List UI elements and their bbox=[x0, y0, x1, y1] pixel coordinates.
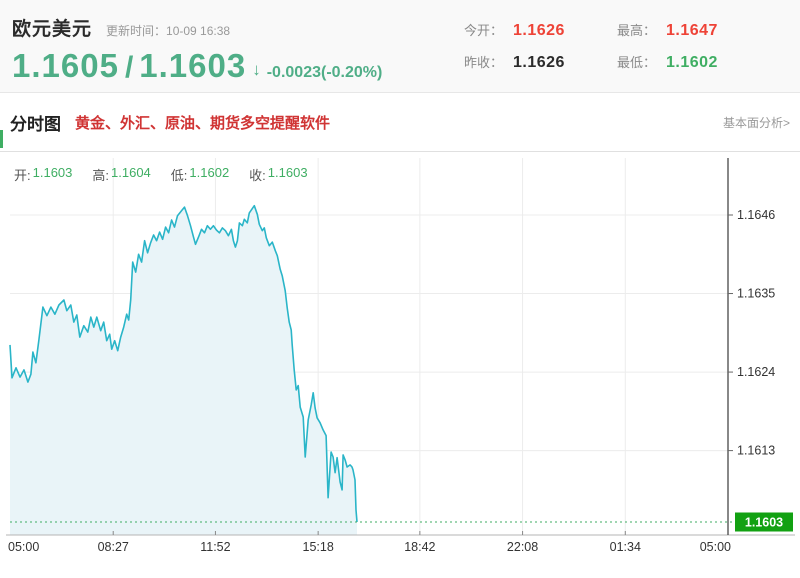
price-area-fill bbox=[10, 205, 357, 535]
ohlc-low: 低: 1.1602 bbox=[171, 165, 229, 184]
ohlc-low-value: 1.1602 bbox=[189, 165, 230, 180]
update-time-label: 更新时间： bbox=[106, 24, 167, 38]
x-tick-label: 05:00 bbox=[8, 540, 39, 554]
x-tick-label: 15:18 bbox=[303, 540, 334, 554]
y-axis-labels: 1.1646 1.1635 1.1624 1.1613 bbox=[728, 208, 775, 458]
ohlc-row: 开: 1.1603 高: 1.1604 低: 1.1602 收: 1.1603 bbox=[14, 165, 308, 184]
quote-header: 欧元美元 更新时间：10-09 16:38 1.1605 / 1.1603 ↓ … bbox=[0, 0, 800, 93]
stat-low-label: 最低： bbox=[616, 55, 656, 70]
ask-price: 1.1603 bbox=[139, 47, 247, 84]
ohlc-open-label: 开: bbox=[14, 168, 31, 183]
ohlc-open: 开: 1.1603 bbox=[14, 165, 72, 184]
y-tick-label: 1.1635 bbox=[737, 287, 775, 301]
quote-stats: 今开： 1.1626 最高： 1.1647 昨收： 1.1626 最低： 1.1… bbox=[464, 20, 760, 72]
stat-open-label: 今开： bbox=[463, 23, 503, 38]
x-axis-labels: 05:00 08:27 11:52 15:18 18:42 22:08 01:34 05:00 bbox=[8, 531, 731, 554]
intraday-chart-section: 开: 1.1603 高: 1.1604 低: 1.1602 收: 1.1603 … bbox=[0, 152, 800, 578]
ohlc-high-label: 高: bbox=[92, 168, 110, 183]
current-price-badge-rect bbox=[735, 512, 793, 532]
active-tab-accent bbox=[0, 130, 3, 148]
price-line bbox=[9, 204, 358, 523]
fundamental-analysis-link[interactable]: 基本面分析> bbox=[722, 116, 790, 130]
x-tick-label: 22:08 bbox=[507, 540, 538, 554]
stat-high-label: 最高： bbox=[616, 23, 656, 38]
ohlc-close-label: 收: bbox=[249, 168, 266, 183]
tab-time-chart[interactable]: 分时图 bbox=[10, 115, 61, 134]
x-tick-label: 18:42 bbox=[404, 540, 435, 554]
y-tick-label: 1.1624 bbox=[737, 365, 775, 379]
bid-price: 1.1605 bbox=[12, 47, 119, 84]
stat-prevclose-value: 1.1626 bbox=[512, 54, 565, 71]
y-tick-label: 1.1646 bbox=[737, 208, 775, 222]
update-time: 更新时间：10-09 16:38 bbox=[106, 22, 230, 39]
stat-low-value: 1.1602 bbox=[666, 54, 718, 71]
ohlc-low-label: 低: bbox=[170, 168, 188, 183]
chart-tabbar: 分时图 黄金、外汇、原油、期货多空提醒软件 基本面分析> bbox=[0, 94, 800, 152]
price-chart-canvas[interactable]: 1.1646 1.1635 1.1624 1.1613 05:00 08:27 11:52 1… bbox=[0, 152, 800, 578]
ohlc-close: 收: 1.1603 bbox=[249, 165, 307, 184]
price-separator: / bbox=[124, 51, 134, 84]
ohlc-close-value: 1.1603 bbox=[267, 165, 308, 180]
current-price-badge-text: 1.1603 bbox=[745, 515, 783, 529]
x-tick-label: 11:52 bbox=[200, 540, 230, 554]
ohlc-high: 高: 1.1604 bbox=[92, 165, 150, 184]
stat-high-value: 1.1647 bbox=[666, 22, 718, 39]
price-change: -0.0023(-0.20%) bbox=[266, 64, 383, 81]
current-price-badge: 1.1603 bbox=[735, 512, 793, 532]
symbol-title: 欧元美元 bbox=[12, 19, 93, 40]
stat-prevclose-label: 昨收： bbox=[463, 55, 503, 70]
stat-open-value: 1.1626 bbox=[512, 22, 565, 39]
current-price-row: 1.1605 / 1.1603 ↓ -0.0023(-0.20%) bbox=[12, 47, 382, 85]
x-tick-label: 01:34 bbox=[610, 540, 641, 554]
down-arrow-icon: ↓ bbox=[252, 60, 261, 79]
quote-header-left: 欧元美元 更新时间：10-09 16:38 1.1605 / 1.1603 ↓ … bbox=[12, 14, 382, 85]
x-tick-label: 08:27 bbox=[98, 540, 129, 554]
y-tick-label: 1.1613 bbox=[737, 444, 775, 458]
ohlc-open-value: 1.1603 bbox=[32, 165, 73, 180]
update-time-value: 10-09 16:38 bbox=[166, 24, 231, 38]
x-tick-label: 05:00 bbox=[700, 540, 731, 554]
ohlc-high-value: 1.1604 bbox=[111, 165, 151, 180]
promo-link[interactable]: 黄金、外汇、原油、期货多空提醒软件 bbox=[75, 115, 331, 132]
